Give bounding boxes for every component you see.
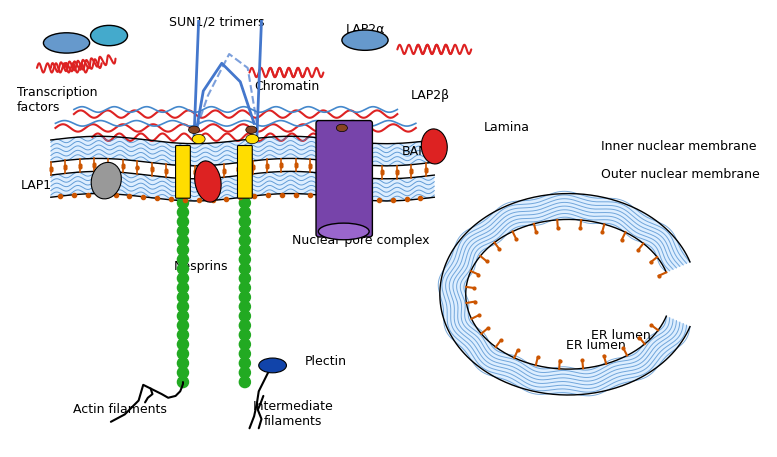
Text: Rb: Rb	[101, 29, 117, 42]
Circle shape	[239, 207, 250, 218]
Circle shape	[177, 169, 189, 180]
Circle shape	[177, 339, 189, 350]
Circle shape	[239, 377, 250, 388]
Text: Transcription
factors: Transcription factors	[16, 86, 97, 114]
Ellipse shape	[246, 134, 259, 143]
Circle shape	[177, 348, 189, 359]
Circle shape	[177, 226, 189, 237]
Circle shape	[239, 235, 250, 246]
Circle shape	[239, 244, 250, 255]
Circle shape	[239, 329, 250, 340]
Ellipse shape	[421, 129, 448, 164]
Circle shape	[239, 197, 250, 208]
Polygon shape	[51, 136, 434, 166]
Text: Inner nuclear membrane: Inner nuclear membrane	[601, 140, 756, 153]
Text: Plectin: Plectin	[305, 355, 347, 368]
Circle shape	[239, 273, 250, 284]
Circle shape	[239, 226, 250, 237]
Ellipse shape	[342, 30, 388, 50]
Text: ER lumen: ER lumen	[591, 329, 651, 342]
Circle shape	[177, 292, 189, 303]
Circle shape	[177, 358, 189, 369]
Text: Nuclear pore complex: Nuclear pore complex	[291, 234, 429, 247]
Polygon shape	[440, 194, 690, 395]
Circle shape	[239, 263, 250, 274]
FancyBboxPatch shape	[176, 145, 190, 198]
Circle shape	[177, 377, 189, 388]
Text: SUN1/2 trimers: SUN1/2 trimers	[169, 15, 265, 28]
Ellipse shape	[189, 126, 200, 133]
Circle shape	[239, 188, 250, 199]
Text: Intermediate
filaments: Intermediate filaments	[253, 400, 333, 428]
Circle shape	[177, 282, 189, 293]
Text: Nesprins: Nesprins	[174, 260, 228, 273]
Polygon shape	[51, 171, 434, 201]
Circle shape	[177, 310, 189, 322]
Circle shape	[239, 159, 250, 170]
Circle shape	[177, 235, 189, 246]
Text: BANF1: BANF1	[402, 144, 444, 158]
Circle shape	[239, 254, 250, 265]
Text: LAP2α: LAP2α	[47, 37, 86, 49]
Ellipse shape	[319, 223, 369, 240]
Circle shape	[239, 292, 250, 303]
Text: LAP1: LAP1	[20, 179, 51, 192]
Circle shape	[239, 169, 250, 180]
Circle shape	[177, 301, 189, 312]
Text: ER lumen: ER lumen	[566, 339, 626, 351]
Circle shape	[177, 159, 189, 170]
Circle shape	[239, 282, 250, 293]
Circle shape	[177, 273, 189, 284]
Circle shape	[177, 207, 189, 218]
Circle shape	[177, 244, 189, 255]
Circle shape	[239, 339, 250, 350]
Circle shape	[177, 320, 189, 331]
Circle shape	[177, 178, 189, 190]
Ellipse shape	[192, 134, 205, 143]
Circle shape	[177, 263, 189, 274]
Ellipse shape	[246, 126, 257, 133]
Text: LAP2α: LAP2α	[345, 22, 385, 36]
Circle shape	[177, 197, 189, 208]
Text: Outer nuclear membrane: Outer nuclear membrane	[601, 168, 759, 181]
Circle shape	[239, 310, 250, 322]
Circle shape	[177, 367, 189, 378]
Ellipse shape	[336, 124, 347, 132]
Text: Lamina: Lamina	[484, 122, 530, 134]
Circle shape	[177, 329, 189, 340]
Circle shape	[239, 178, 250, 190]
Circle shape	[177, 188, 189, 199]
Circle shape	[239, 348, 250, 359]
Text: Actin filaments: Actin filaments	[73, 403, 167, 416]
Ellipse shape	[91, 162, 121, 199]
Ellipse shape	[259, 358, 287, 373]
Circle shape	[239, 367, 250, 378]
Circle shape	[177, 254, 189, 265]
Circle shape	[239, 216, 250, 227]
Circle shape	[239, 301, 250, 312]
FancyBboxPatch shape	[316, 121, 372, 237]
FancyBboxPatch shape	[238, 145, 253, 198]
Ellipse shape	[91, 26, 127, 46]
Ellipse shape	[44, 33, 89, 53]
Text: Chromatin: Chromatin	[254, 80, 319, 93]
Circle shape	[177, 216, 189, 227]
Text: LAP2β: LAP2β	[411, 89, 451, 102]
Ellipse shape	[195, 161, 221, 202]
Circle shape	[239, 320, 250, 331]
Circle shape	[239, 358, 250, 369]
